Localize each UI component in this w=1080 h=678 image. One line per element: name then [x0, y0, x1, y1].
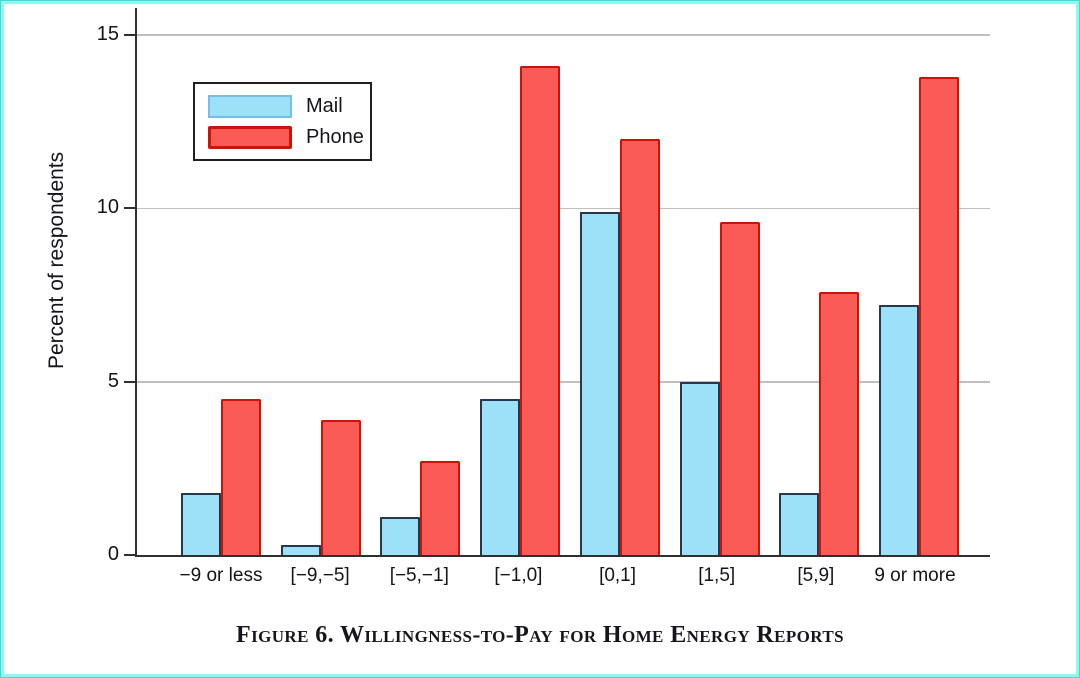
x-tick-label-text: [−9,−5] — [290, 565, 350, 586]
bar-group-4 — [579, 138, 660, 555]
bar-group-1 — [280, 419, 361, 555]
bar-mail-5 — [679, 381, 720, 555]
plot-area: 0 5 10 15 — [97, 8, 990, 565]
legend-label-mail: Mail — [306, 94, 343, 117]
bar-phone-0 — [221, 399, 261, 555]
x-tick-label-0: −9 or less — [179, 565, 263, 587]
y-tick-label-15: 15 — [96, 22, 119, 45]
bar-group-7 — [878, 76, 959, 555]
bar-group-0 — [181, 399, 261, 555]
figure-caption: Figure 6. Willingness-to-Pay for Home En… — [236, 622, 844, 648]
bar-group-6 — [779, 291, 860, 555]
bar-phone-2 — [420, 461, 461, 555]
legend-swatch-phone — [208, 125, 292, 149]
bar-mail-4 — [579, 211, 620, 555]
legend-row-mail: Mail — [208, 94, 370, 118]
x-tick-label-text: [0,1] — [599, 565, 637, 586]
gridline-15 — [137, 34, 990, 36]
bar-phone-1 — [320, 419, 361, 555]
x-tick-label-1: [−9,−5] — [280, 565, 360, 587]
bar-phone-4 — [619, 138, 660, 555]
legend-label-phone: Phone — [306, 125, 364, 148]
bar-group-5 — [679, 222, 760, 555]
x-tick-label-text: −9 or less — [179, 565, 263, 586]
bar-mail-7 — [878, 305, 919, 555]
y-tick-10 — [124, 207, 135, 210]
bar-group-3 — [480, 66, 561, 555]
bar-phone-5 — [719, 222, 760, 555]
x-tick-label-6: [5,9] — [776, 565, 856, 587]
bar-mail-0 — [181, 492, 221, 555]
bar-phone-6 — [819, 291, 860, 555]
x-tick-label-text: [1,5] — [698, 565, 736, 586]
legend: Mail Phone — [193, 82, 372, 161]
bars-row — [181, 8, 959, 555]
y-tick-0 — [124, 554, 135, 556]
x-tick-label-text: [5,9] — [797, 565, 835, 586]
y-tick-15 — [124, 33, 135, 36]
x-tick-label-2: [−5,−1] — [379, 565, 459, 587]
x-tick-label-3: [−1,0] — [478, 565, 558, 587]
x-tick-label-text: 9 or more — [874, 565, 956, 586]
gridline-10 — [137, 207, 990, 210]
bar-mail-3 — [480, 399, 521, 555]
bar-mail-6 — [779, 492, 820, 555]
x-tick-label-text: [−1,0] — [494, 565, 543, 586]
x-tick-label-5: [1,5] — [677, 565, 757, 587]
bar-group-2 — [380, 461, 461, 555]
bar-phone-3 — [520, 66, 561, 555]
gridline-5 — [137, 381, 990, 383]
x-tick-label-7: 9 or more — [874, 565, 956, 587]
x-tick-label-text: [−5,−1] — [389, 565, 449, 586]
y-tick-label-5: 5 — [107, 369, 119, 392]
bar-phone-7 — [918, 76, 959, 555]
y-tick-5 — [124, 380, 135, 383]
legend-row-phone: Phone — [208, 125, 370, 149]
bar-mail-2 — [380, 516, 421, 555]
y-tick-label-0: 0 — [107, 543, 119, 565]
bar-mail-1 — [280, 544, 321, 555]
y-axis-title: Percent of respondents — [45, 151, 68, 369]
legend-swatch-mail — [208, 94, 292, 118]
x-axis-labels: −9 or less [−9,−5] [−5,−1] [−1,0] [0,1] [1,5]… — [179, 565, 956, 587]
x-tick-label-4: [0,1] — [578, 565, 658, 587]
y-tick-label-10: 10 — [96, 196, 119, 219]
